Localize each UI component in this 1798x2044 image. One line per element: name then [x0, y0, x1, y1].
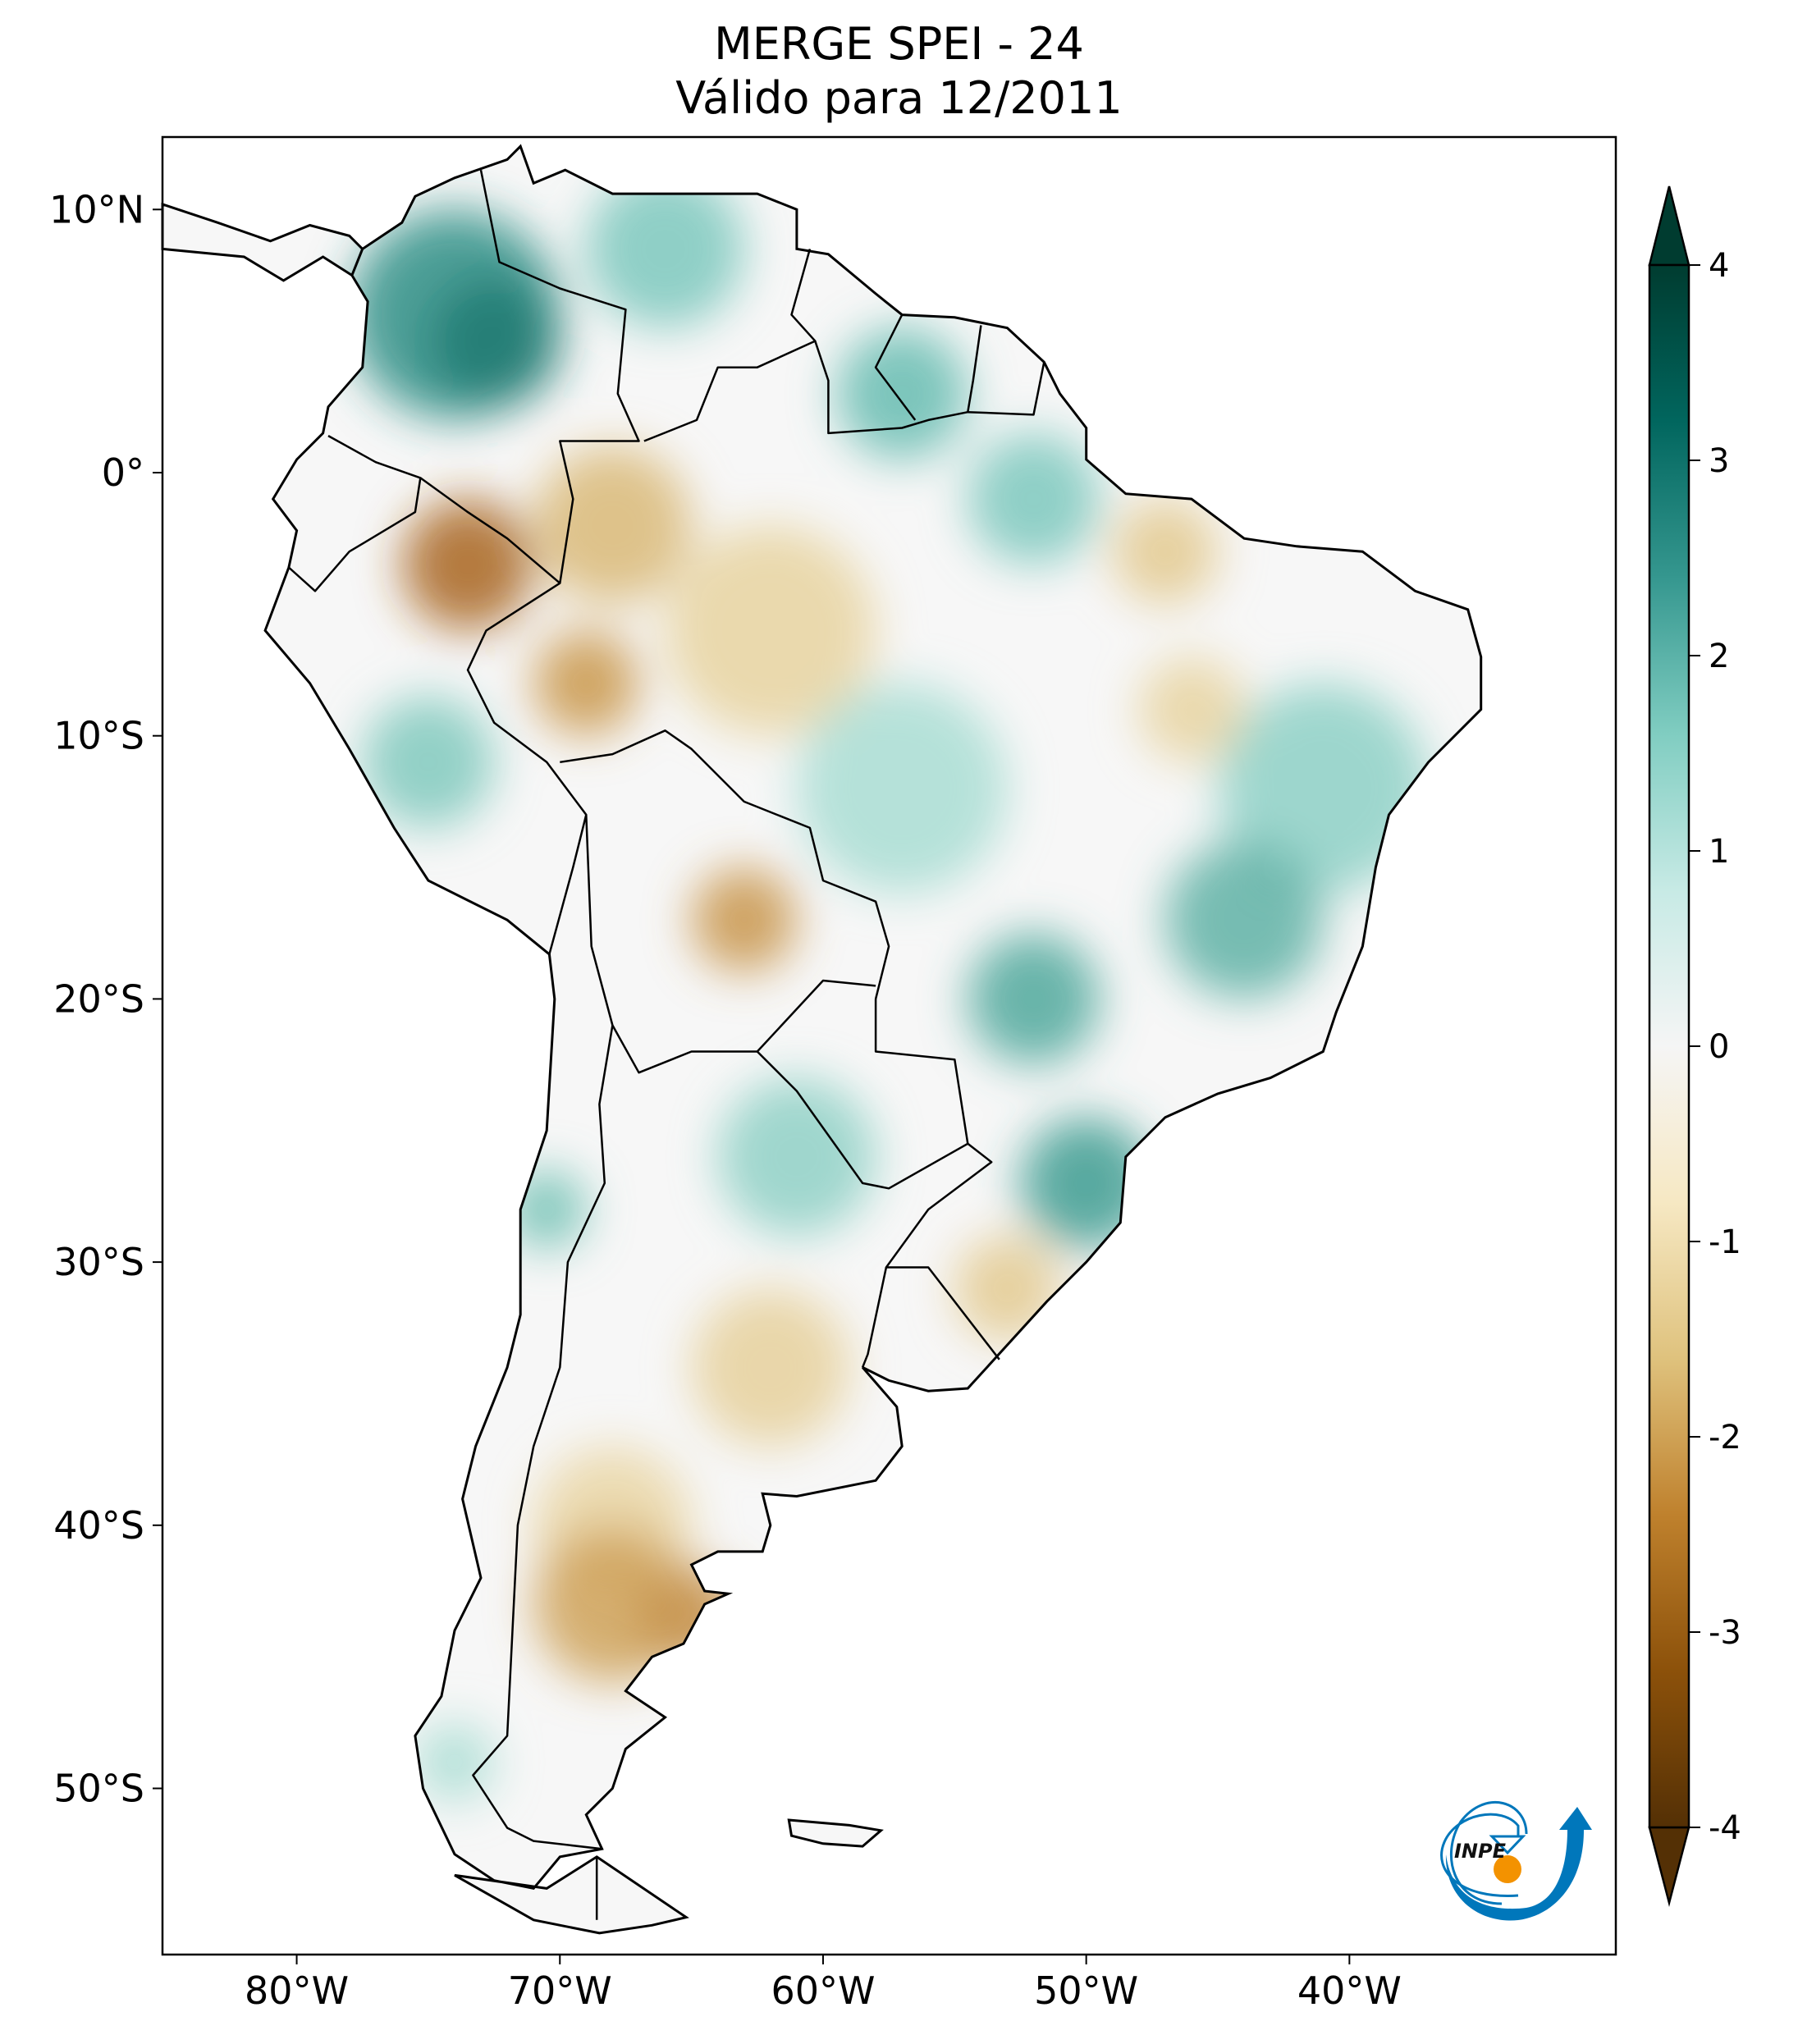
spei-anomaly-area: [1112, 499, 1218, 605]
spei-anomaly-area: [507, 1169, 587, 1249]
country-border: [472, 1025, 614, 1850]
spei-anomaly-area: [533, 630, 639, 736]
y-axis: 10°N 0° 10°S 20°S 30°S 40°S 50°S: [49, 187, 162, 1811]
country-border: [861, 1267, 888, 1368]
country-border: [967, 325, 982, 413]
country-border: [560, 729, 890, 999]
spei-anomaly-area: [362, 696, 494, 828]
y-tick-label: 40°S: [53, 1503, 144, 1548]
y-tick-label: 10°S: [53, 714, 144, 758]
spei-anomaly-area: [1165, 841, 1324, 999]
country-border: [814, 341, 1045, 435]
coastline: [161, 144, 1483, 1935]
colorbar: 4 3 2 1 0 -1 -2 -3 -4: [1648, 185, 1741, 1907]
map-frame: [161, 135, 1617, 1956]
colorbar-body: [1648, 263, 1690, 1829]
spei-anomaly-area: [691, 1288, 849, 1447]
country-border: [885, 1142, 1000, 1360]
colorbar-tick-label: -1: [1709, 1223, 1741, 1261]
colorbar-tick-label: 4: [1709, 247, 1729, 285]
colorbar-tick-label: 2: [1709, 638, 1729, 675]
spei-anomaly-area: [954, 1236, 1060, 1342]
colorbar-tick-label: 3: [1709, 442, 1729, 480]
colorbar-tick-label: -3: [1709, 1614, 1741, 1652]
spei-anomaly-area: [665, 525, 876, 736]
spei-anomaly-area: [402, 499, 534, 631]
country-border: [874, 314, 917, 421]
x-tick-label: 80°W: [245, 1969, 349, 2013]
country-border: [288, 435, 422, 592]
country-border: [585, 814, 876, 1074]
spei-anomaly-area: [638, 1565, 744, 1671]
spei-anomaly-area: [968, 933, 1100, 1065]
land-area: [161, 144, 1483, 1935]
inpe-logo: INPE: [1440, 1800, 1592, 1921]
spei-anomaly-area: [717, 1077, 876, 1236]
y-tick-label: 50°S: [53, 1767, 144, 1811]
colorbar-extend-min: [1648, 1826, 1690, 1907]
y-tick-label: 10°N: [49, 187, 144, 231]
x-axis: 80°W 70°W 60°W 50°W 40°W: [245, 1955, 1402, 2013]
spei-anomaly-area: [428, 275, 560, 407]
spei-anomaly-area: [414, 1722, 494, 1802]
colorbar-tick-label: 1: [1709, 833, 1729, 871]
x-tick-label: 60°W: [771, 1969, 875, 2013]
x-tick-label: 70°W: [508, 1969, 612, 2013]
country-border: [643, 249, 817, 442]
y-tick-label: 20°S: [53, 976, 144, 1021]
spei-anomaly-area: [1218, 683, 1429, 894]
chart-title: MERGE SPEI - 24: [714, 18, 1084, 70]
country-border: [756, 999, 969, 1190]
spei-anomaly-area: [533, 446, 692, 605]
spei-anomaly-area: [797, 683, 1008, 894]
chart-subtitle: Válido para 12/2011: [675, 72, 1123, 124]
y-tick-label: 30°S: [53, 1240, 144, 1284]
spei-anomaly-area: [1020, 1117, 1152, 1249]
country-border: [479, 169, 640, 583]
spei-anomaly-area: [836, 327, 968, 460]
colorbar-tick-label: 0: [1709, 1028, 1729, 1066]
spei-anomaly-area: [586, 170, 744, 328]
colorbar-tick-label: -2: [1709, 1419, 1741, 1456]
x-tick-label: 50°W: [1034, 1969, 1138, 2013]
spei-anomaly-area: [691, 867, 797, 973]
logo-text: INPE: [1454, 1840, 1507, 1863]
borders: [288, 169, 1045, 1920]
colorbar-tick-label: -4: [1709, 1809, 1741, 1847]
x-tick-label: 40°W: [1297, 1969, 1402, 2013]
colorbar-extend-max: [1648, 185, 1690, 267]
y-tick-label: 0°: [102, 450, 144, 495]
spei-anomaly-area: [968, 433, 1100, 565]
country-border: [419, 477, 588, 955]
spei-anomaly-area: [1138, 656, 1244, 762]
